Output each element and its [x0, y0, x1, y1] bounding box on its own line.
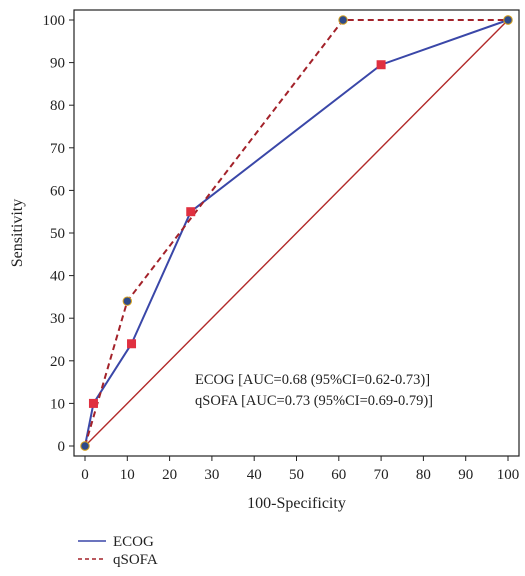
x-tick-label: 50 [289, 467, 304, 483]
x-tick-label: 40 [247, 467, 262, 483]
y-tick-label: 90 [50, 56, 65, 72]
x-tick-label: 60 [331, 467, 346, 483]
legend-label-qsofa: qSOFA [113, 552, 158, 568]
y-axis-title: Sensitivity [9, 199, 26, 267]
y-tick-label: 60 [50, 183, 65, 199]
y-tick-label: 40 [50, 269, 65, 285]
y-tick-label: 20 [50, 354, 65, 370]
point-ecog [186, 207, 196, 217]
x-axis-title: 100-Specificity [247, 495, 346, 512]
y-tick-label: 10 [50, 396, 65, 412]
y-tick-label: 70 [50, 141, 65, 157]
y-tick-label: 0 [58, 439, 66, 455]
point-ecog [376, 60, 386, 70]
point-ecog [127, 339, 137, 349]
point-ecog [80, 441, 90, 451]
legend-label-ecog: ECOG [113, 534, 154, 550]
point-qsofa [338, 15, 348, 25]
y-tick-label: 30 [50, 311, 65, 327]
point-qsofa [122, 296, 133, 306]
auc-annotation-qsofa: qSOFA [AUC=0.73 (95%CI=0.69-0.79)] [195, 393, 433, 409]
series-line-ecog [84, 19, 509, 447]
reference-diagonal-line [84, 19, 509, 447]
x-tick-label: 0 [81, 467, 89, 483]
x-tick-label: 70 [374, 467, 389, 483]
x-tick-label: 10 [120, 467, 135, 483]
y-tick-label: 100 [43, 13, 66, 29]
x-tick-label: 80 [416, 467, 431, 483]
x-tick-label: 100 [497, 467, 520, 483]
x-tick-label: 30 [204, 467, 219, 483]
legend: ECOG qSOFA [78, 534, 158, 568]
x-tick-label: 90 [458, 467, 473, 483]
y-tick-label: 50 [50, 226, 65, 242]
auc-annotation-ecog: ECOG [AUC=0.68 (95%CI=0.62-0.73)] [195, 372, 430, 388]
x-tick-label: 20 [162, 467, 177, 483]
series-line-qsofa [84, 19, 508, 447]
y-tick-label: 80 [50, 98, 65, 114]
point-ecog [503, 15, 513, 25]
point-ecog [88, 398, 98, 408]
